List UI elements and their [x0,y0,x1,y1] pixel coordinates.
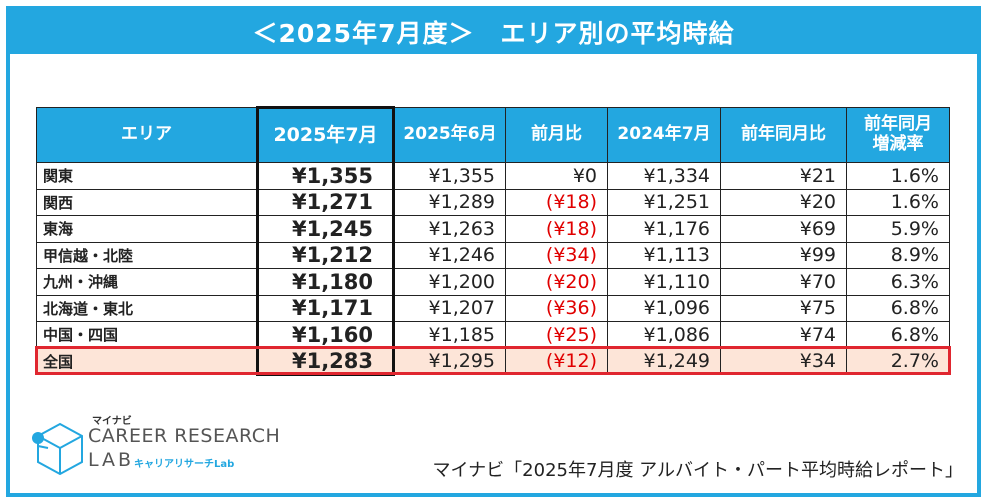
cell-jul2024: ¥1,251 [607,188,721,216]
cell-jul2025: ¥1,245 [256,215,395,243]
cell-mom: (¥34) [505,241,608,269]
cell-rate: 1.6% [846,188,950,216]
cell-area: 全国 [36,347,258,375]
cell-area: 関西 [36,188,258,216]
cell-jul2025: ¥1,212 [256,241,395,269]
cell-mom: (¥36) [505,294,608,322]
cell-mom: (¥25) [505,321,608,349]
logo-brand-small: マイナビ [92,416,132,427]
cell-yoy: ¥74 [720,321,847,349]
cell-rate: 6.3% [846,268,950,296]
cell-jun2025: ¥1,295 [393,347,506,375]
cell-jul2025: ¥1,283 [256,347,395,376]
table-row: 全国 ¥1,283 ¥1,295 (¥12) ¥1,249 ¥34 2.7% [36,347,950,376]
cell-area: 甲信越・北陸 [36,241,258,269]
cell-yoy: ¥70 [720,268,847,296]
page-title: ＜2025年7月度＞ エリア別の平均時給 [252,19,735,48]
cell-area: 東海 [36,215,258,243]
cell-mom: ¥0 [505,162,608,190]
cell-jul2024: ¥1,096 [607,294,721,322]
cell-jun2025: ¥1,289 [393,188,506,216]
cube-logo-icon [32,422,83,476]
cell-jun2025: ¥1,263 [393,215,506,243]
table-row: 九州・沖縄 ¥1,180 ¥1,200 (¥20) ¥1,110 ¥70 6.3% [36,268,950,296]
header-yoy: 前年同月比 [720,107,847,163]
cell-mom: (¥18) [505,188,608,216]
header-rate: 前年同月 増減率 [846,107,950,163]
cell-mom: (¥18) [505,215,608,243]
cell-yoy: ¥75 [720,294,847,322]
cell-jul2025: ¥1,355 [256,162,395,190]
header-area: エリア [36,107,258,163]
header-jul2024: 2024年7月 [607,107,721,163]
cell-rate: 6.8% [846,294,950,322]
cell-jun2025: ¥1,200 [393,268,506,296]
cell-jun2025: ¥1,355 [393,162,506,190]
cell-yoy: ¥99 [720,241,847,269]
cell-jul2025: ¥1,171 [256,294,395,322]
table-row: 北海道・東北 ¥1,171 ¥1,207 (¥36) ¥1,096 ¥75 6.8% [36,294,950,322]
cell-jun2025: ¥1,246 [393,241,506,269]
table-row: 関西 ¥1,271 ¥1,289 (¥18) ¥1,251 ¥20 1.6% [36,188,950,216]
cell-jul2024: ¥1,113 [607,241,721,269]
table-row: 中国・四国 ¥1,160 ¥1,185 (¥25) ¥1,086 ¥74 6.8% [36,321,950,349]
cell-area: 九州・沖縄 [36,268,258,296]
table-header-row: エリア 2025年7月 2025年6月 前月比 2024年7月 前年同月比 前年… [36,106,950,163]
title-banner: ＜2025年7月度＞ エリア別の平均時給 [10,10,977,54]
cell-rate: 1.6% [846,162,950,190]
cell-jun2025: ¥1,185 [393,321,506,349]
header-jun2025: 2025年6月 [393,107,506,163]
area-wage-table: エリア 2025年7月 2025年6月 前月比 2024年7月 前年同月比 前年… [36,106,950,376]
cell-jul2024: ¥1,334 [607,162,721,190]
source-caption: マイナビ「2025年7月度 アルバイト・パート平均時給レポート」 [432,460,963,481]
cell-jul2024: ¥1,176 [607,215,721,243]
cell-yoy: ¥21 [720,162,847,190]
cell-rate: 5.9% [846,215,950,243]
cell-jul2025: ¥1,271 [256,188,395,216]
cell-jul2024: ¥1,110 [607,268,721,296]
cell-area: 関東 [36,162,258,190]
career-research-lab-logo: マイナビ CAREER RESEARCH LAB キャリアリサーチLab [30,412,280,480]
cell-area: 中国・四国 [36,321,258,349]
cell-jul2024: ¥1,086 [607,321,721,349]
logo-main-text: CAREER RESEARCH [88,425,281,447]
table-row: 関東 ¥1,355 ¥1,355 ¥0 ¥1,334 ¥21 1.6% [36,162,950,190]
cell-jul2025: ¥1,160 [256,321,395,349]
cell-rate: 2.7% [846,347,950,375]
cell-jul2025: ¥1,180 [256,268,395,296]
cell-mom: (¥20) [505,268,608,296]
cell-yoy: ¥20 [720,188,847,216]
cell-rate: 8.9% [846,241,950,269]
table-row: 甲信越・北陸 ¥1,212 ¥1,246 (¥34) ¥1,113 ¥99 8.9% [36,241,950,269]
logo-sub-text: キャリアリサーチLab [134,459,235,470]
cell-yoy: ¥34 [720,347,847,375]
cell-area: 北海道・東北 [36,294,258,322]
cell-yoy: ¥69 [720,215,847,243]
cell-jul2024: ¥1,249 [607,347,721,375]
header-jul2025: 2025年7月 [256,106,395,163]
logo-lab-text: LAB [88,449,135,471]
cell-mom: (¥12) [505,347,608,375]
cell-rate: 6.8% [846,321,950,349]
cell-jun2025: ¥1,207 [393,294,506,322]
header-mom: 前月比 [505,107,608,163]
table-row: 東海 ¥1,245 ¥1,263 (¥18) ¥1,176 ¥69 5.9% [36,215,950,243]
